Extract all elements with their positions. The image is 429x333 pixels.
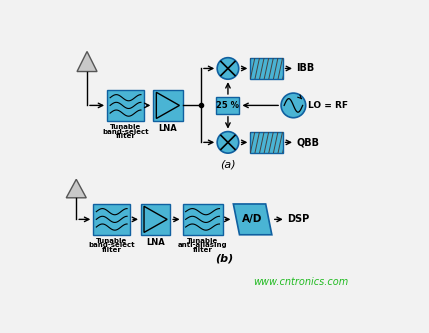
Text: A/D: A/D: [242, 214, 263, 224]
Text: 25 %: 25 %: [217, 101, 239, 110]
Bar: [107, 90, 144, 121]
Text: QBB: QBB: [296, 138, 320, 148]
Polygon shape: [66, 179, 86, 198]
Text: filter: filter: [193, 247, 212, 253]
Circle shape: [217, 132, 239, 153]
Text: www.cntronics.com: www.cntronics.com: [254, 277, 349, 287]
Text: (a): (a): [220, 159, 236, 169]
Text: (b): (b): [215, 253, 233, 263]
Text: LO = RF: LO = RF: [308, 101, 348, 110]
Bar: [153, 90, 182, 121]
Bar: [216, 97, 239, 114]
Circle shape: [281, 93, 306, 118]
Text: Tunable: Tunable: [96, 238, 127, 244]
Text: LNA: LNA: [146, 238, 165, 247]
Text: Tunable: Tunable: [110, 124, 141, 130]
Bar: [250, 58, 283, 79]
Polygon shape: [77, 52, 97, 72]
Text: filter: filter: [102, 247, 121, 253]
Text: anti-aliasing: anti-aliasing: [178, 242, 227, 248]
Text: IBB: IBB: [296, 64, 315, 74]
Bar: [93, 204, 130, 235]
Bar: [250, 132, 283, 153]
Text: filter: filter: [115, 133, 136, 139]
Text: LNA: LNA: [158, 124, 177, 133]
Bar: [182, 204, 223, 235]
Text: band-select: band-select: [102, 129, 149, 135]
Circle shape: [217, 58, 239, 79]
Text: DSP: DSP: [287, 214, 309, 224]
Polygon shape: [233, 204, 272, 235]
Text: Tunable: Tunable: [187, 238, 218, 244]
Bar: [141, 204, 170, 235]
Text: band-select: band-select: [88, 242, 135, 248]
